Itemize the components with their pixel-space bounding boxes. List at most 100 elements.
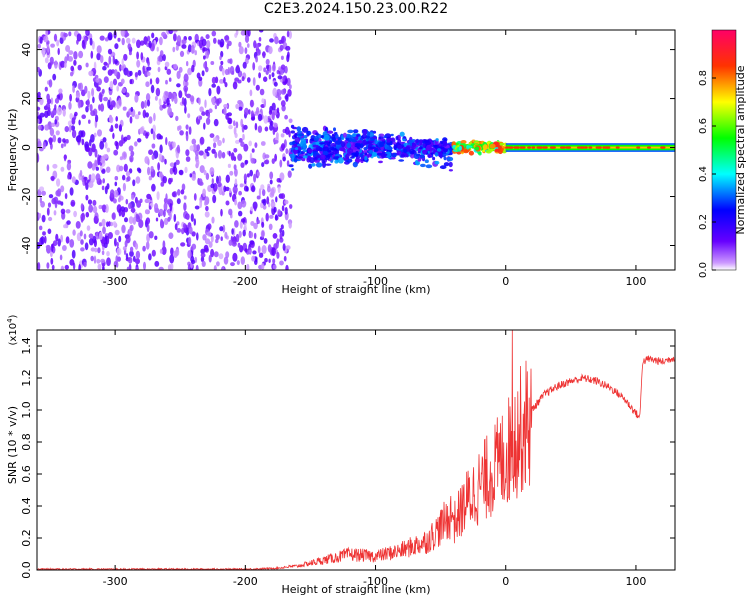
heat-cell <box>419 146 423 150</box>
heat-cell <box>60 60 66 68</box>
y-tick-label: 0.6 <box>20 465 33 483</box>
heat-cell <box>292 126 298 130</box>
heat-cell <box>161 104 167 109</box>
y-tick-label: 1.4 <box>20 337 33 355</box>
heat-cell <box>425 164 433 169</box>
heat-cell <box>207 223 212 230</box>
heat-cell <box>57 47 60 56</box>
heat-cell <box>90 173 96 182</box>
heat-cell <box>156 191 160 201</box>
heat-cell <box>137 111 141 116</box>
heat-cell <box>121 134 124 143</box>
heat-cell <box>115 255 119 264</box>
heat-cell <box>369 149 373 154</box>
heat-cell <box>199 199 203 209</box>
heat-cell <box>268 46 273 55</box>
heat-cell <box>44 86 48 92</box>
heat-cell <box>116 85 119 92</box>
heat-cell <box>273 81 278 87</box>
heat-cell <box>37 153 40 163</box>
heat-cell <box>44 57 49 64</box>
heat-cell <box>148 149 154 155</box>
heat-cell <box>93 215 98 224</box>
heat-cell <box>223 107 227 116</box>
heat-cell <box>339 147 346 152</box>
heat-cell <box>94 159 98 167</box>
heat-cell <box>54 104 57 111</box>
heat-cell <box>138 168 142 174</box>
heat-cell <box>267 244 272 253</box>
heat-cell <box>165 137 168 146</box>
heat-cell <box>289 84 292 90</box>
heat-cell <box>168 77 172 82</box>
heat-cell <box>147 60 150 67</box>
heat-cell <box>174 96 178 104</box>
heat-cell <box>374 148 379 152</box>
heat-cell <box>398 159 405 162</box>
heat-cell <box>121 209 126 218</box>
heat-cell <box>237 153 243 161</box>
heat-cell <box>213 251 219 258</box>
heat-cell <box>167 208 171 216</box>
heat-cell <box>205 66 209 73</box>
x-tick-label: 0 <box>502 575 509 588</box>
heat-cell <box>181 44 187 49</box>
heat-cell <box>296 126 302 132</box>
heat-cell <box>379 133 385 137</box>
heat-cell <box>367 153 372 158</box>
heat-cell <box>283 255 287 262</box>
heat-cell <box>284 114 288 120</box>
heat-cell <box>105 166 111 173</box>
heat-cell <box>417 158 422 162</box>
heat-cell <box>131 206 135 214</box>
heat-cell <box>251 185 256 193</box>
heat-cell <box>179 50 185 58</box>
heat-cell <box>262 189 266 197</box>
heat-cell <box>288 221 292 229</box>
heat-cell <box>247 30 251 37</box>
heat-cell <box>140 52 144 61</box>
heat-cell <box>252 250 257 255</box>
heat-cell <box>246 186 249 192</box>
heat-cell <box>106 251 110 257</box>
heat-cell <box>597 146 602 149</box>
heat-cell <box>312 144 319 148</box>
heat-cell <box>91 143 96 153</box>
heat-cell <box>101 168 106 174</box>
heat-cell <box>128 145 134 152</box>
heat-cell <box>235 103 240 109</box>
heat-cell <box>219 226 224 232</box>
heat-cell <box>181 39 187 45</box>
heat-cell <box>160 181 165 187</box>
heat-cell <box>178 90 183 99</box>
heat-cell <box>127 43 132 50</box>
heat-cell <box>169 144 173 151</box>
heat-cell <box>37 118 40 124</box>
heat-cell <box>186 213 190 220</box>
heat-cell <box>261 98 265 104</box>
heat-cell <box>442 148 448 153</box>
heat-cell <box>77 83 82 90</box>
heat-cell <box>104 235 108 245</box>
heat-cell <box>256 49 261 56</box>
heat-cell <box>144 100 148 109</box>
heat-cell <box>306 130 312 136</box>
heat-cell <box>128 256 133 264</box>
heat-cell <box>150 165 154 172</box>
heat-cell <box>190 44 195 54</box>
heat-cell <box>412 142 417 147</box>
heat-cell <box>264 258 268 263</box>
heat-cell <box>66 220 71 225</box>
heat-cell <box>466 145 473 148</box>
heat-cell <box>369 137 375 142</box>
heat-cell <box>257 125 263 133</box>
heat-cell <box>258 252 264 258</box>
heat-cell <box>264 154 270 159</box>
heat-cell <box>258 72 261 79</box>
heat-cell <box>146 66 152 71</box>
heat-cell <box>232 252 238 262</box>
heat-cell <box>110 100 116 108</box>
heat-cell <box>202 47 208 52</box>
heat-cell <box>137 69 142 76</box>
colorbar-tick-label: 0.4 <box>698 166 709 182</box>
